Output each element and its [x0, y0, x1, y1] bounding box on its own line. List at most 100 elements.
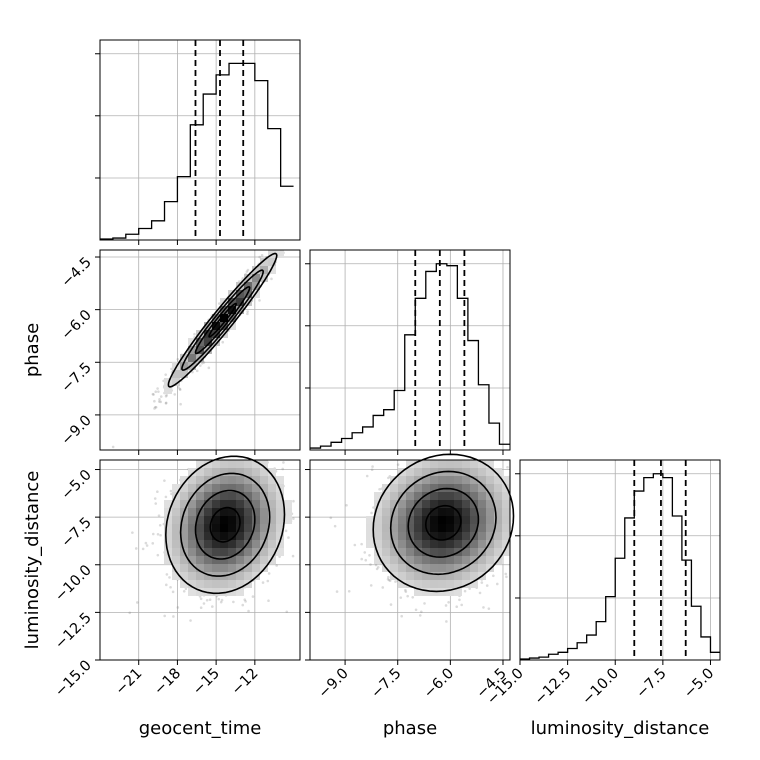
sample-point: [423, 602, 426, 605]
density-cell: [422, 500, 430, 508]
sample-point: [164, 401, 168, 405]
density-cell: [212, 564, 220, 572]
density-cell: [430, 476, 438, 484]
density-cell: [220, 540, 228, 548]
density-cell: [390, 548, 398, 556]
sample-point: [205, 598, 209, 602]
density-cell: [244, 524, 252, 532]
sample-point: [482, 606, 485, 609]
density-cell: [438, 580, 446, 588]
density-cell: [236, 524, 244, 532]
density-cell: [366, 540, 374, 548]
density-cell: [188, 516, 196, 524]
density-cell: [438, 476, 446, 484]
density-cell: [164, 556, 172, 564]
sample-point: [444, 604, 448, 607]
density-cell: [212, 588, 220, 596]
density-cell: [164, 378, 172, 386]
sample-point: [173, 393, 177, 396]
density-cell: [180, 500, 188, 508]
density-cell: [212, 460, 220, 468]
density-cell: [212, 540, 220, 548]
density-cell: [430, 524, 438, 532]
panel-frame: [519, 459, 721, 661]
sample-point: [111, 445, 115, 449]
sample-point: [178, 387, 182, 391]
density-cell: [382, 516, 390, 524]
density-cell: [212, 580, 220, 588]
density-cell: [462, 508, 470, 516]
density-cell: [502, 548, 510, 556]
density-cell: [486, 508, 494, 516]
density-cell: [180, 572, 188, 580]
density-cell: [430, 532, 438, 540]
density-cell: [180, 492, 188, 500]
contour-line: [407, 487, 480, 558]
density-cell: [220, 508, 228, 516]
density-cell: [228, 556, 236, 564]
sample-point: [199, 364, 202, 367]
sample-point: [246, 312, 249, 316]
density-cell: [196, 540, 204, 548]
density-cell: [422, 540, 430, 548]
y-tick-label: −6.0: [59, 307, 95, 343]
density-cell: [438, 548, 446, 556]
y-tick-label: −15.0: [52, 658, 95, 701]
density-cell: [430, 460, 438, 468]
density-cell: [212, 532, 220, 540]
x-tick-label: −18: [151, 666, 184, 699]
density-cell: [502, 532, 510, 540]
density-cell: [390, 532, 398, 540]
density-cell: [172, 540, 180, 548]
sample-point: [420, 610, 423, 614]
density-cell: [204, 564, 212, 572]
sample-point: [292, 517, 295, 520]
density-cell: [398, 508, 406, 516]
density-cell: [406, 460, 414, 468]
density-cell: [462, 492, 470, 500]
density-cell: [446, 572, 454, 580]
density-cell: [382, 540, 390, 548]
density-cell: [406, 492, 414, 500]
density-cell: [470, 460, 478, 468]
density-cell: [196, 588, 204, 596]
sample-point: [333, 524, 337, 528]
density-cell: [228, 540, 236, 548]
x-tick-label: −7.5: [368, 666, 404, 702]
density-cell: [220, 516, 228, 524]
density-cell: [252, 266, 260, 274]
density-cell: [438, 532, 446, 540]
density-cell: [422, 508, 430, 516]
density-cell: [196, 564, 204, 572]
x-tick-label: −12.5: [532, 666, 575, 709]
sample-point: [287, 536, 290, 539]
density-cell: [462, 564, 470, 572]
density-cell: [204, 580, 212, 588]
sample-point: [414, 608, 418, 612]
density-cell: [374, 508, 382, 516]
density-cell: [180, 556, 188, 564]
panel-scatter-geocent-time-vs-phase: [99, 249, 301, 451]
sample-point: [232, 600, 235, 604]
sample-point: [171, 590, 175, 594]
density-cell: [252, 484, 260, 492]
density-cell: [244, 564, 252, 572]
density-cell: [268, 508, 276, 516]
sample-point: [182, 589, 186, 593]
density-cell: [454, 524, 462, 532]
density-cell: [172, 508, 180, 516]
density-cell: [382, 492, 390, 500]
density-cell: [486, 468, 494, 476]
density-cell: [228, 306, 236, 314]
density-cell: [188, 468, 196, 476]
density-cell: [276, 250, 284, 258]
sample-point: [404, 590, 408, 593]
density-cell: [454, 532, 462, 540]
sample-point: [347, 589, 351, 593]
sample-point: [270, 277, 273, 281]
density-cell: [212, 516, 220, 524]
density-cell: [430, 492, 438, 500]
density-cell: [196, 524, 204, 532]
sample-point: [156, 490, 159, 494]
sample-point: [176, 606, 180, 609]
